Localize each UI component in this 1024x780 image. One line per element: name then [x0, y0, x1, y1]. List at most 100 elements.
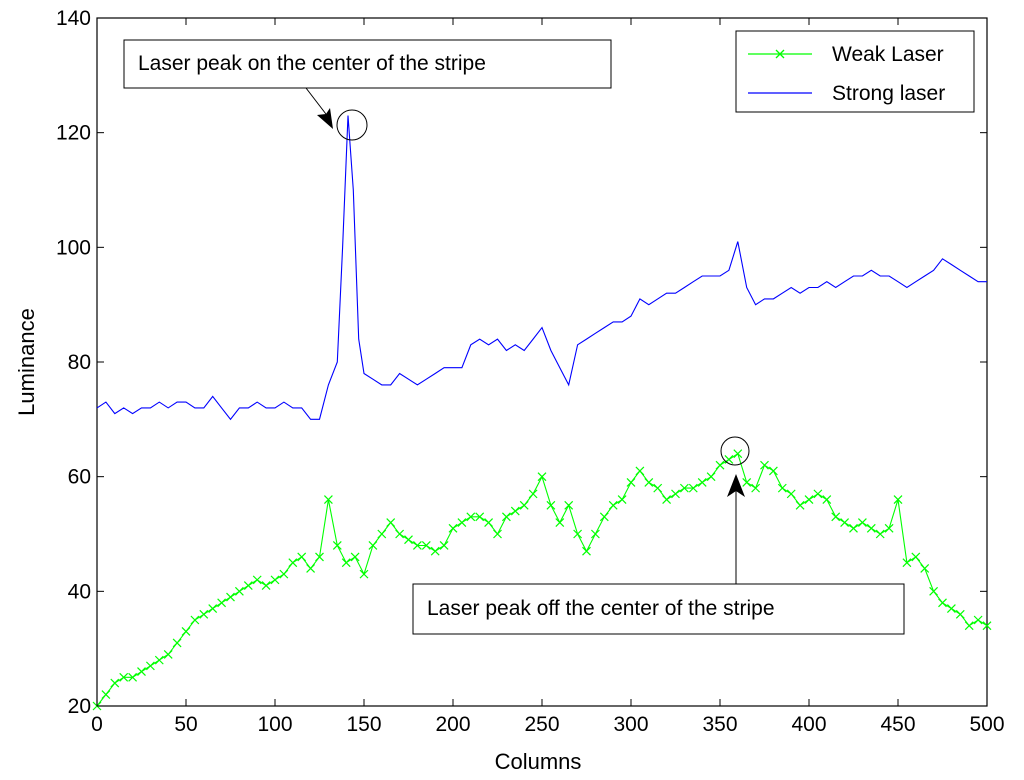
data-point-marker — [715, 460, 725, 470]
data-point-marker — [101, 690, 111, 699]
data-point-marker — [742, 477, 752, 487]
peak-highlight-circle — [336, 109, 368, 141]
data-point-marker — [884, 523, 894, 533]
data-point-marker — [973, 615, 983, 625]
annotation-text: Laser peak off the center of the stripe — [427, 597, 775, 620]
data-point-marker — [546, 500, 556, 510]
data-point-marker — [679, 483, 689, 493]
x-tick-label: 0 — [91, 713, 103, 736]
data-point-marker — [288, 558, 298, 568]
data-point-marker — [484, 518, 494, 527]
y-tick-label: 80 — [68, 351, 91, 374]
data-point-marker — [252, 575, 262, 585]
data-point-marker — [573, 529, 583, 539]
data-point-marker — [688, 483, 698, 493]
x-tick-label: 150 — [346, 713, 381, 736]
data-point-marker — [786, 489, 796, 499]
x-tick-label: 200 — [435, 713, 470, 736]
data-point-marker — [964, 621, 974, 631]
data-point-marker — [439, 541, 449, 550]
data-point-marker — [243, 581, 253, 591]
x-tick-label: 350 — [702, 713, 737, 736]
legend: Weak Laser Strong laser — [735, 30, 975, 113]
x-tick-label: 100 — [257, 713, 292, 736]
data-point-marker — [528, 489, 538, 499]
y-tick-label: 40 — [68, 580, 91, 603]
data-point-marker — [412, 541, 422, 550]
data-point-marker — [110, 678, 120, 688]
data-point-marker — [626, 477, 636, 487]
data-point-marker — [172, 638, 182, 648]
data-point-marker — [795, 500, 805, 510]
data-point-marker — [208, 604, 218, 613]
data-point-marker — [929, 586, 939, 596]
data-point-marker — [582, 546, 591, 556]
data-point-marker — [751, 483, 761, 493]
y-axis-ticks: 20 40 60 80 100 120 140 — [56, 7, 987, 718]
data-point-marker — [733, 449, 743, 459]
annotation-peak-off-center: Laser peak off the center of the stripe — [412, 436, 905, 635]
data-point-marker — [671, 489, 680, 499]
data-point-marker — [653, 483, 663, 493]
data-point-marker — [137, 667, 146, 677]
x-tick-label: 450 — [880, 713, 915, 736]
data-point-marker — [128, 672, 138, 682]
legend-marker-x-icon — [775, 49, 785, 59]
data-point-marker — [395, 529, 405, 539]
annotation-box — [123, 39, 612, 89]
data-point-marker — [920, 563, 930, 573]
annotation-arrow-line — [305, 87, 330, 119]
legend-entry-weak-laser: Weak Laser — [748, 43, 944, 66]
data-point-marker — [537, 472, 547, 482]
x-tick-label: 400 — [791, 713, 826, 736]
data-point-marker — [849, 523, 858, 533]
peak-highlight-circle — [720, 436, 750, 466]
data-point-marker — [350, 552, 360, 562]
data-point-marker — [875, 529, 885, 539]
data-point-marker — [145, 661, 155, 671]
data-point-marker — [323, 495, 333, 505]
data-point-marker — [831, 512, 841, 522]
data-point-marker — [706, 472, 716, 482]
data-point-marker — [946, 604, 956, 613]
annotation-arrowhead — [317, 108, 333, 129]
data-point-marker — [377, 529, 387, 539]
x-tick-label: 500 — [969, 713, 1004, 736]
data-point-marker — [697, 477, 707, 487]
annotation-text: Laser peak on the center of the stripe — [138, 52, 486, 75]
data-point-marker — [217, 598, 227, 608]
data-point-marker — [430, 546, 440, 556]
data-point-marker — [404, 535, 413, 545]
data-point-marker — [199, 609, 209, 619]
data-point-marker — [938, 598, 947, 608]
y-tick-label: 100 — [56, 236, 91, 259]
legend-entry-strong-laser: Strong laser — [748, 82, 945, 105]
x-tick-label: 300 — [613, 713, 648, 736]
data-point-marker — [226, 592, 235, 602]
data-point-marker — [341, 558, 351, 568]
data-point-marker — [297, 552, 307, 562]
data-point-marker — [893, 495, 903, 505]
annotation-arrowhead — [727, 474, 745, 497]
data-point-marker — [590, 529, 600, 539]
data-point-marker — [332, 541, 342, 550]
data-point-marker — [564, 500, 574, 510]
data-point-marker — [270, 575, 280, 585]
data-point-marker — [519, 500, 529, 510]
data-point-marker — [306, 563, 316, 573]
data-point-marker — [777, 483, 787, 493]
data-point-marker — [857, 518, 867, 527]
data-point-marker — [599, 512, 609, 522]
y-tick-label: 120 — [56, 122, 91, 145]
data-point-marker — [466, 512, 476, 522]
x-tick-label: 50 — [174, 713, 197, 736]
annotation-box — [412, 583, 905, 635]
data-point-marker — [190, 615, 200, 625]
data-point-marker — [368, 541, 378, 550]
data-point-marker — [359, 569, 369, 579]
data-point-marker — [866, 523, 876, 533]
data-point-marker — [501, 512, 511, 522]
annotation-peak-on-center: Laser peak on the center of the stripe — [123, 39, 612, 141]
data-point-marker — [608, 500, 618, 510]
data-point-marker — [493, 529, 502, 539]
